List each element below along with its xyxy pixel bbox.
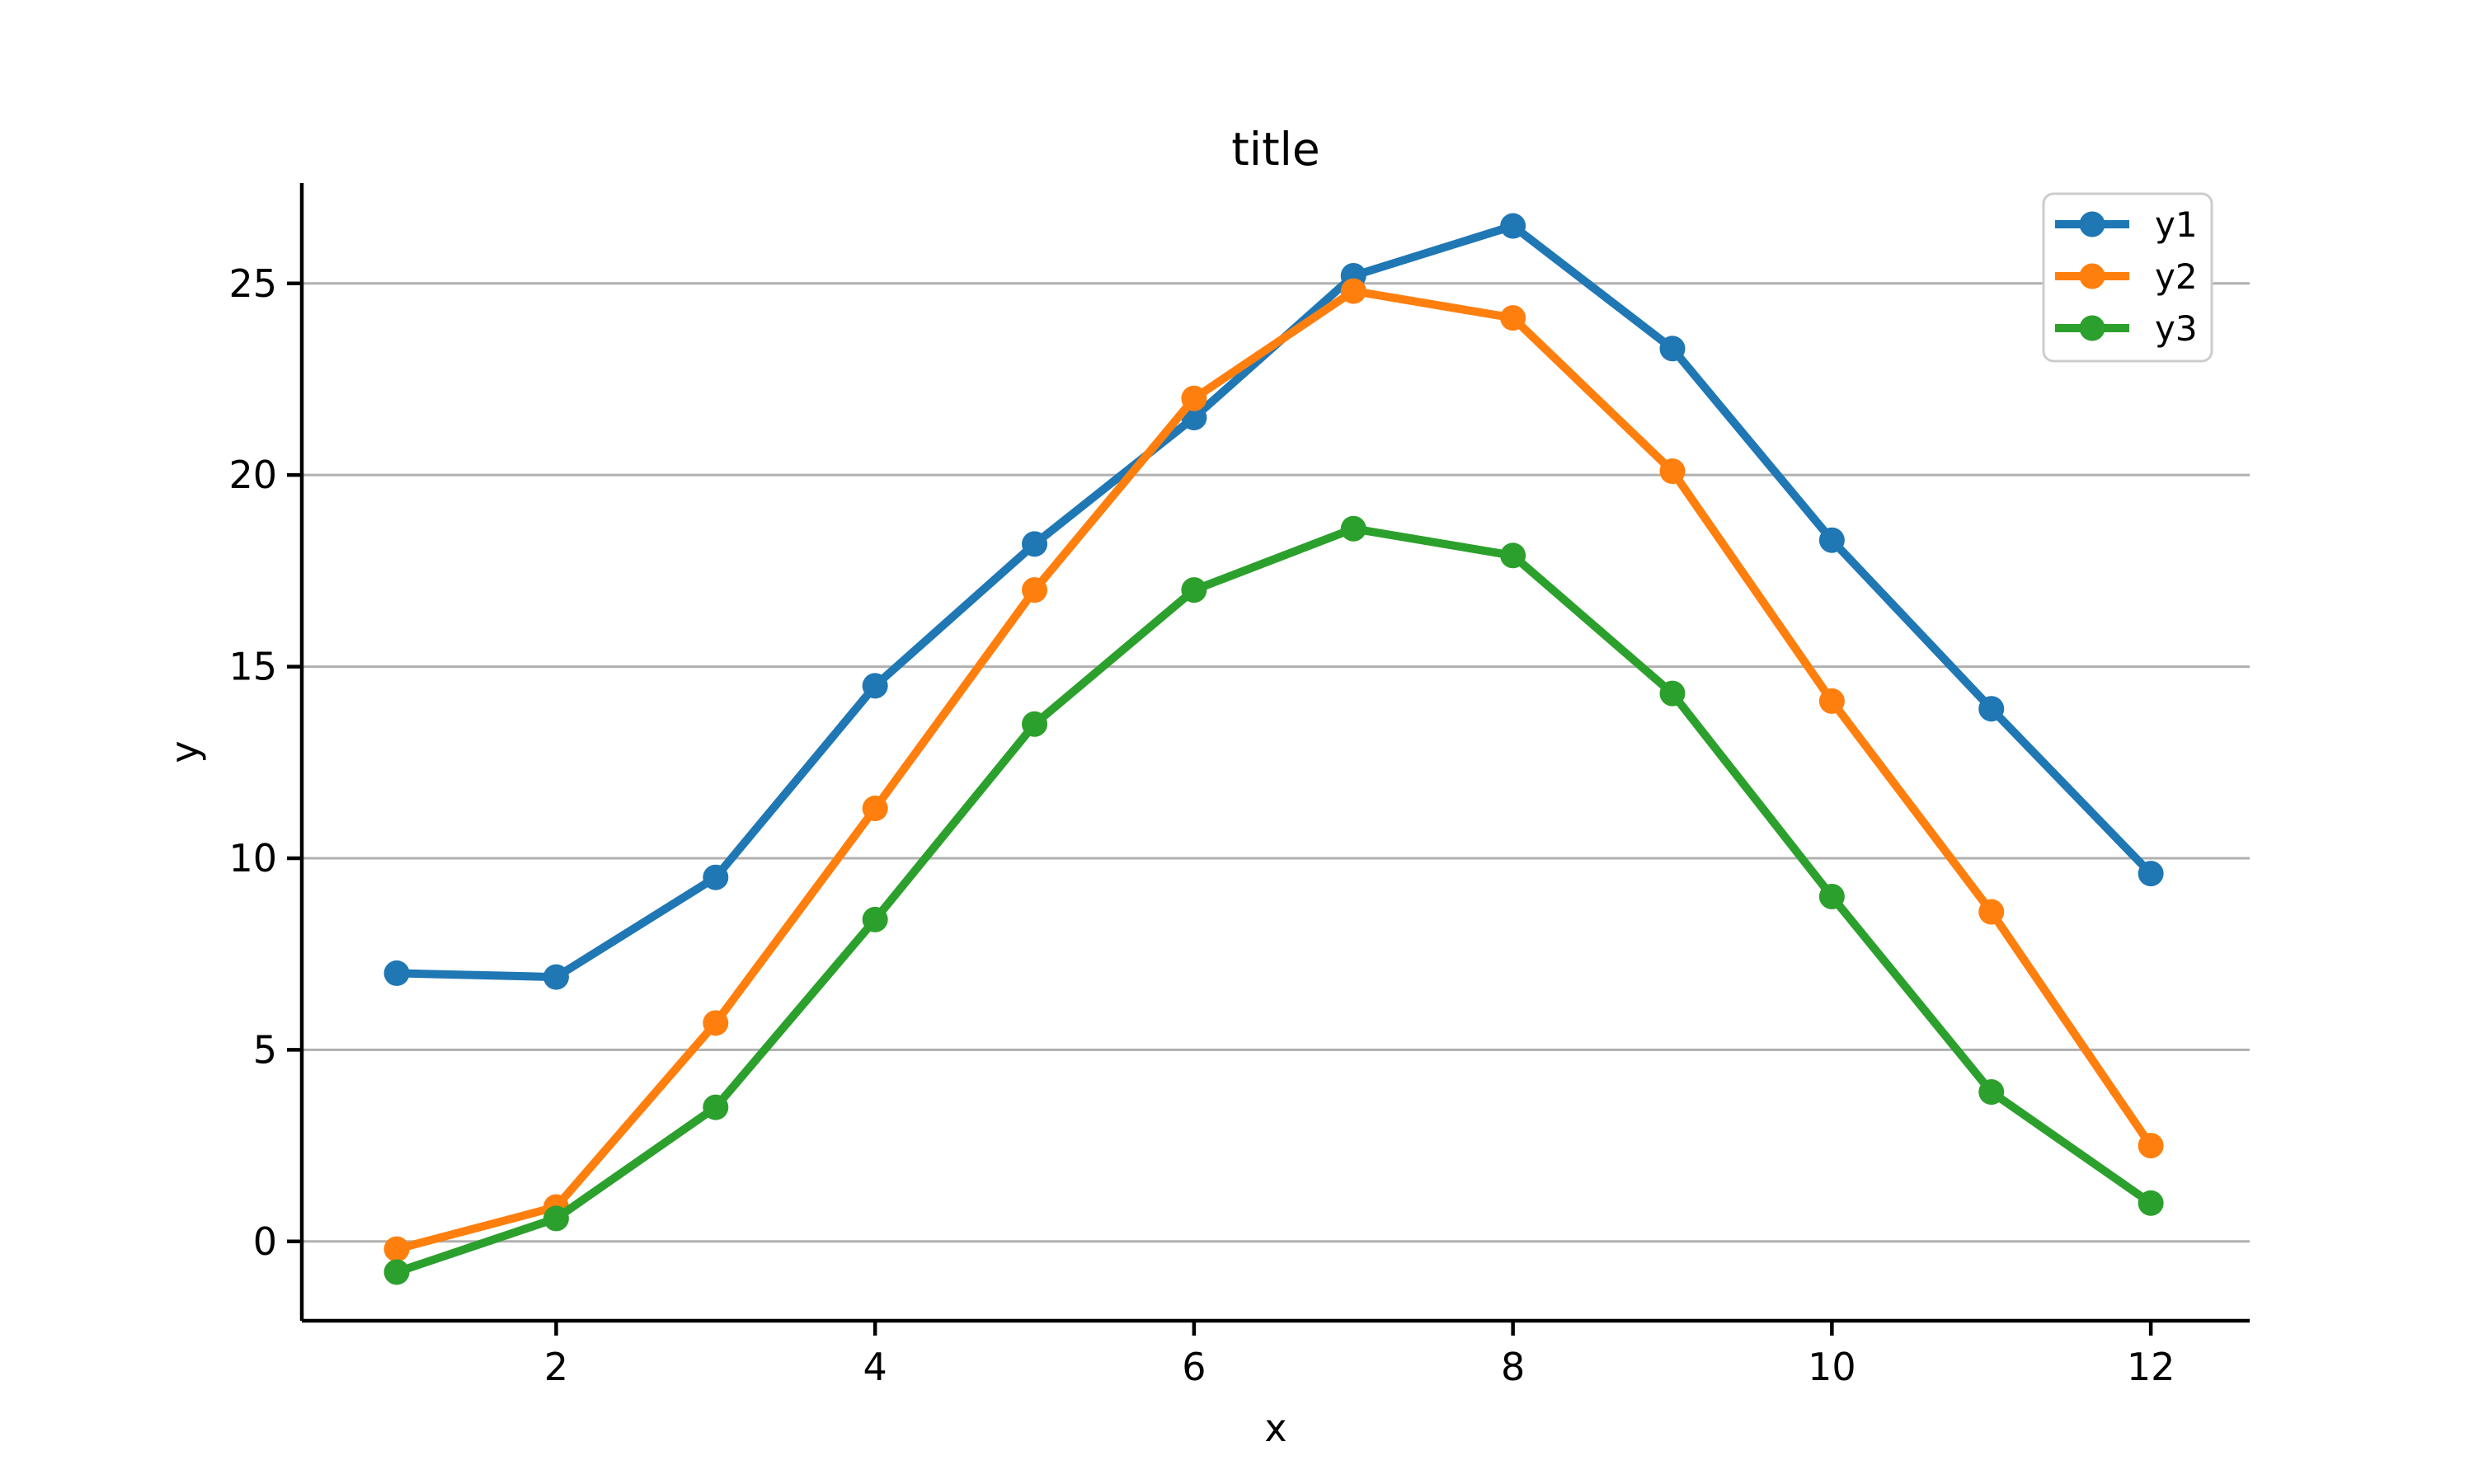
data-point-y2-x1	[383, 1236, 410, 1262]
data-point-y3-x8	[1500, 542, 1526, 569]
data-point-y3-x9	[1659, 680, 1686, 707]
x-tick-label: 10	[1808, 1345, 1856, 1389]
data-point-y1-x2	[543, 964, 569, 990]
data-point-y3-x10	[1818, 883, 1845, 909]
data-point-y2-x7	[1340, 278, 1366, 304]
data-point-y3-x2	[543, 1205, 569, 1232]
data-point-y3-x6	[1181, 577, 1207, 603]
x-tick-label: 12	[2127, 1345, 2175, 1389]
x-tick-label: 6	[1182, 1345, 1206, 1389]
legend-label-y3: y3	[2155, 308, 2198, 349]
data-point-y2-x8	[1500, 305, 1526, 331]
data-point-y1-x11	[1978, 696, 2005, 722]
data-point-y1-x1	[383, 960, 410, 986]
data-point-y1-x9	[1659, 336, 1686, 362]
chart-title: title	[1231, 123, 1320, 176]
data-point-y3-x4	[862, 906, 888, 932]
data-point-y2-x4	[862, 796, 888, 822]
data-point-y2-x10	[1818, 688, 1845, 714]
legend-marker-y3	[2079, 315, 2105, 341]
data-point-y2-x12	[2138, 1133, 2164, 1159]
data-point-y1-x8	[1500, 213, 1526, 239]
series-line-y2	[393, 287, 2156, 1254]
legend-marker-y1	[2079, 211, 2105, 237]
data-point-y3-x3	[703, 1094, 729, 1120]
data-point-y1-x12	[2138, 861, 2164, 887]
y-axis-label: y	[162, 740, 207, 763]
y-tick-label: 10	[228, 836, 277, 881]
data-point-y3-x7	[1340, 515, 1366, 542]
x-tick-label: 2	[544, 1345, 568, 1389]
y-tick-label: 0	[253, 1219, 277, 1264]
legend-label-y1: y1	[2155, 204, 2198, 245]
series-line-y1	[393, 222, 2156, 982]
data-point-y2-x11	[1978, 899, 2005, 925]
x-axis-label: x	[1264, 1406, 1286, 1450]
data-point-y3-x5	[1022, 711, 1048, 737]
legend-marker-y2	[2079, 263, 2105, 289]
x-tick-label: 4	[863, 1345, 887, 1389]
y-tick-label: 25	[228, 261, 277, 306]
data-point-y2-x6	[1181, 385, 1207, 411]
data-point-y3-x1	[383, 1259, 410, 1285]
legend-label-y2: y2	[2155, 256, 2198, 297]
x-tick-label: 8	[1501, 1345, 1525, 1389]
y-tick-label: 15	[228, 645, 277, 689]
data-point-y3-x12	[2138, 1190, 2164, 1216]
data-point-y2-x3	[703, 1010, 729, 1036]
y-tick-label: 20	[228, 453, 277, 497]
data-point-y3-x11	[1978, 1079, 2005, 1106]
y-tick-label: 5	[253, 1027, 277, 1072]
data-point-y1-x5	[1022, 531, 1048, 557]
data-point-y2-x5	[1022, 577, 1048, 603]
data-point-y1-x4	[862, 673, 888, 699]
data-point-y1-x3	[703, 864, 729, 890]
data-point-y2-x9	[1659, 458, 1686, 485]
series-line-y3	[393, 524, 2156, 1276]
data-point-y1-x10	[1818, 527, 1845, 553]
